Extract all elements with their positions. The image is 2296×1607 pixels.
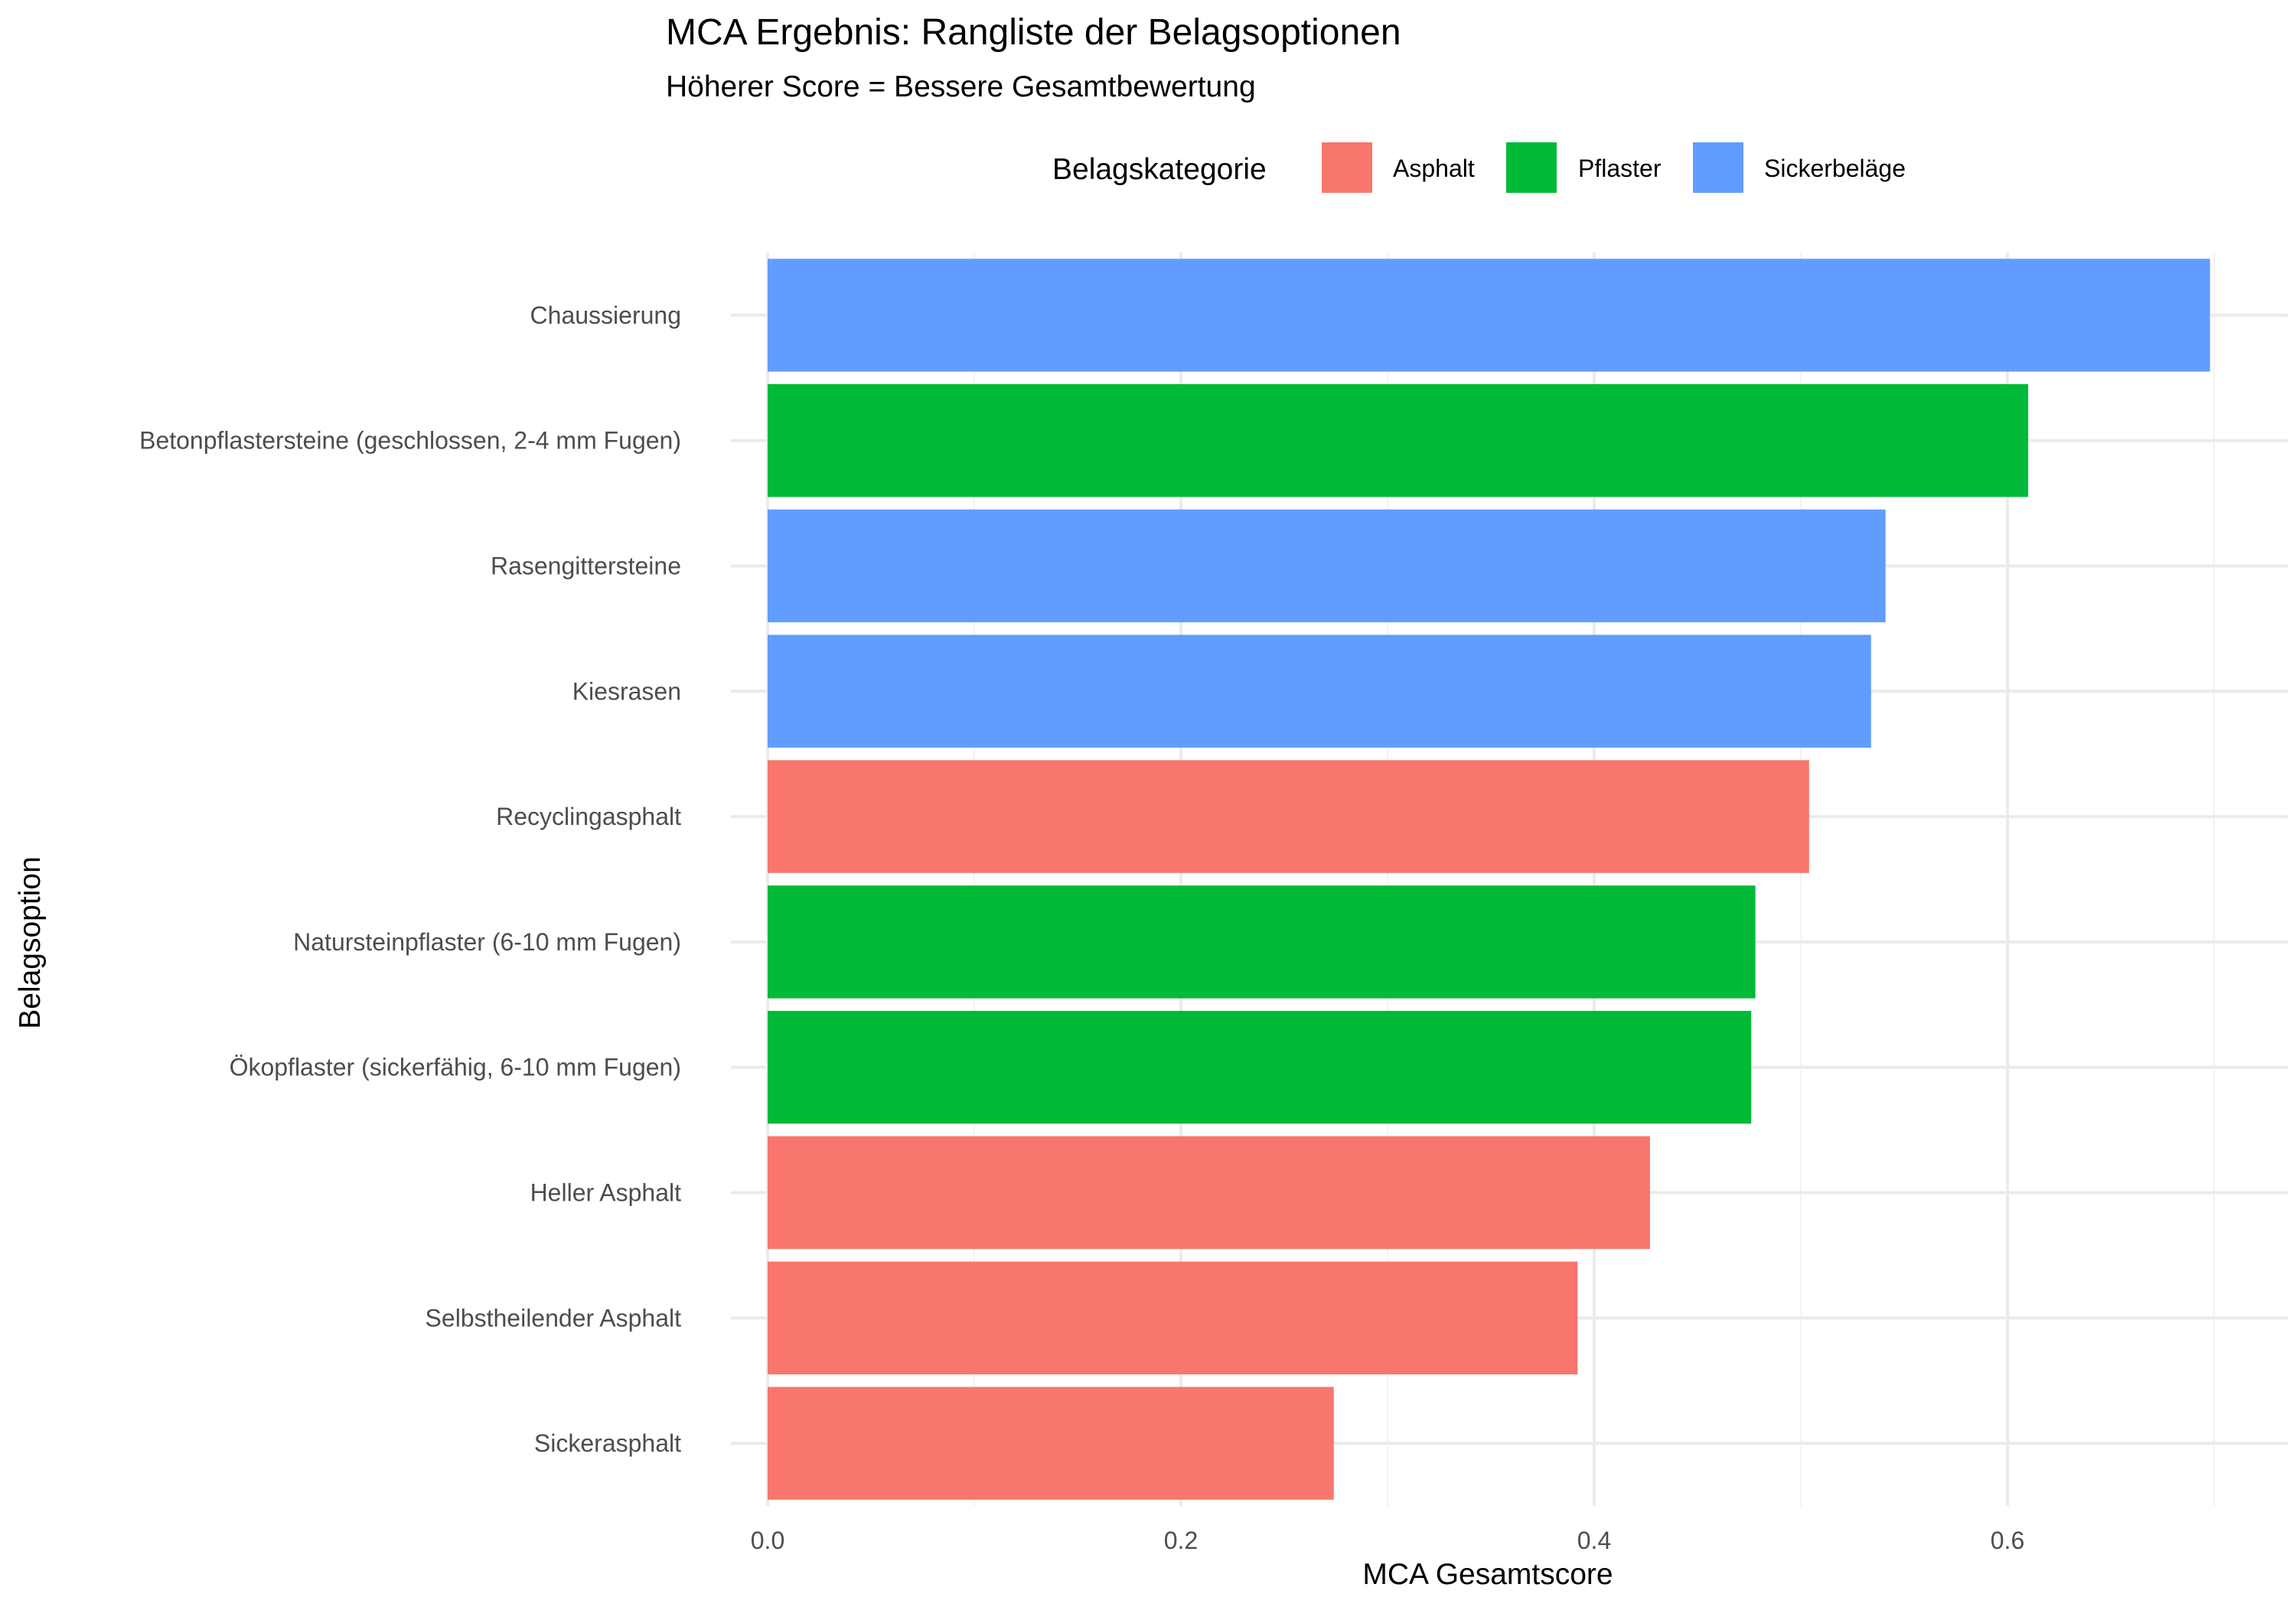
x-tick-label: 0.0 bbox=[751, 1527, 784, 1554]
x-tick-label: 0.4 bbox=[1577, 1527, 1611, 1554]
y-tick-label: Heller Asphalt bbox=[530, 1179, 682, 1207]
x-tick-labels: 0.0 0.2 0.4 0.6 bbox=[751, 1527, 2024, 1554]
x-axis-title: MCA Gesamtscore bbox=[1362, 1558, 1613, 1591]
legend-label: Sickerbeläge bbox=[1764, 155, 1906, 182]
bar bbox=[768, 1010, 1752, 1124]
x-tick-label: 0.2 bbox=[1164, 1527, 1198, 1554]
x-tick-label: 0.6 bbox=[1991, 1527, 2024, 1554]
y-tick-label: Chaussierung bbox=[530, 302, 681, 329]
bar bbox=[768, 259, 2210, 372]
bar bbox=[768, 634, 1871, 748]
legend-label: Pflaster bbox=[1578, 155, 1662, 182]
legend-key bbox=[1693, 142, 1743, 193]
chart-title: MCA Ergebnis: Rangliste der Belagsoption… bbox=[666, 12, 1401, 53]
y-tick-label: Rasengittersteine bbox=[491, 553, 681, 580]
y-tick-label: Sickerasphalt bbox=[534, 1429, 681, 1457]
bar bbox=[768, 1136, 1650, 1250]
y-tick-labels: Chaussierung Betonpflastersteine (geschlo… bbox=[139, 302, 681, 1457]
y-tick-label: Selbstheilender Asphalt bbox=[426, 1304, 682, 1332]
y-tick-label: Recyclingasphalt bbox=[496, 803, 681, 830]
bar bbox=[768, 383, 2028, 497]
bar bbox=[768, 760, 1809, 873]
legend-key bbox=[1322, 142, 1372, 193]
legend-key bbox=[1506, 142, 1557, 193]
y-tick-label: Betonpflastersteine (geschlossen, 2-4 mm… bbox=[139, 427, 681, 455]
legend: Belagskategorie Asphalt Pflaster Sickerbel… bbox=[1052, 142, 1906, 193]
y-tick-label: Kiesrasen bbox=[572, 677, 681, 705]
legend-label: Asphalt bbox=[1393, 155, 1475, 182]
bar bbox=[768, 1387, 1334, 1500]
y-tick-label: Natursteinpflaster (6-10 mm Fugen) bbox=[293, 928, 681, 956]
bar bbox=[768, 885, 1756, 999]
y-tick-label: Ökopflaster (sickerfähig, 6-10 mm Fugen) bbox=[230, 1054, 681, 1081]
bar bbox=[768, 1261, 1578, 1375]
chart-subtitle: Höherer Score = Bessere Gesamtbewertung bbox=[666, 70, 1256, 103]
y-axis-title: Belagsoption bbox=[14, 856, 47, 1029]
bars bbox=[768, 259, 2210, 1500]
legend-title: Belagskategorie bbox=[1052, 153, 1267, 186]
bar bbox=[768, 509, 1886, 623]
